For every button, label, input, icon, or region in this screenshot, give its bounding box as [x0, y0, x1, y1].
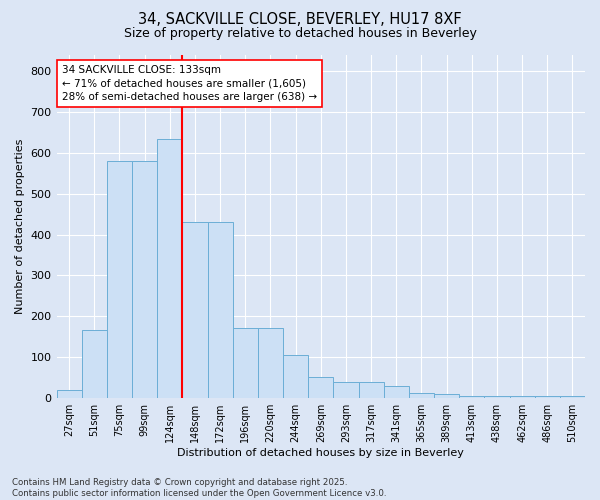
- Bar: [82, 330, 107, 398]
- Y-axis label: Number of detached properties: Number of detached properties: [15, 138, 25, 314]
- Text: 34, SACKVILLE CLOSE, BEVERLEY, HU17 8XF: 34, SACKVILLE CLOSE, BEVERLEY, HU17 8XF: [138, 12, 462, 28]
- Bar: [157, 138, 182, 398]
- Bar: [233, 328, 258, 398]
- Bar: [283, 355, 308, 398]
- Bar: [308, 378, 334, 398]
- Text: Contains HM Land Registry data © Crown copyright and database right 2025.
Contai: Contains HM Land Registry data © Crown c…: [12, 478, 386, 498]
- Bar: [560, 396, 585, 398]
- Bar: [535, 396, 560, 398]
- Bar: [484, 396, 509, 398]
- Bar: [459, 396, 484, 398]
- Bar: [132, 161, 157, 398]
- Bar: [509, 396, 535, 398]
- Text: Size of property relative to detached houses in Beverley: Size of property relative to detached ho…: [124, 28, 476, 40]
- Bar: [56, 390, 82, 398]
- Bar: [258, 328, 283, 398]
- X-axis label: Distribution of detached houses by size in Beverley: Distribution of detached houses by size …: [178, 448, 464, 458]
- Bar: [208, 222, 233, 398]
- Bar: [434, 394, 459, 398]
- Bar: [359, 382, 383, 398]
- Text: 34 SACKVILLE CLOSE: 133sqm
← 71% of detached houses are smaller (1,605)
28% of s: 34 SACKVILLE CLOSE: 133sqm ← 71% of deta…: [62, 66, 317, 102]
- Bar: [182, 222, 208, 398]
- Bar: [107, 161, 132, 398]
- Bar: [409, 393, 434, 398]
- Bar: [383, 386, 409, 398]
- Bar: [334, 382, 359, 398]
